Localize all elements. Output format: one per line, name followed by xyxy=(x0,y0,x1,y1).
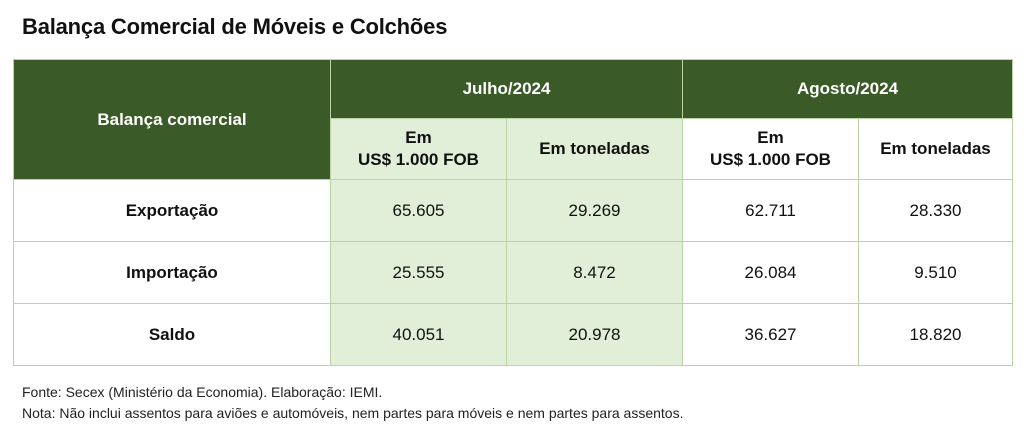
cell-value: 20.978 xyxy=(506,303,683,366)
table-header-row: Balança comercial Julho/2024 Agosto/2024 xyxy=(13,59,1013,180)
page-title: Balança Comercial de Móveis e Colchões xyxy=(22,14,448,39)
disclaimer-note: Nota: Não inclui assentos para aviões e … xyxy=(22,405,684,421)
cell-value: 26.084 xyxy=(682,241,859,304)
cell-value: 25.555 xyxy=(330,241,507,304)
subheader-july-usd: Em US$ 1.000 FOB xyxy=(330,118,507,180)
subheader-usd-line2: US$ 1.000 FOB xyxy=(358,150,479,169)
subheader-usd-line1: Em xyxy=(405,128,432,147)
row-label-exportacao: Exportação xyxy=(13,179,331,242)
cell-value: 62.711 xyxy=(682,179,859,242)
subheader-july-tons: Em toneladas xyxy=(506,118,683,180)
subheader-august-usd: Em US$ 1.000 FOB xyxy=(682,118,859,180)
table-subheader-row: Em US$ 1.000 FOB Em toneladas Em US$ 1.0… xyxy=(14,118,1013,180)
cell-value: 18.820 xyxy=(858,303,1013,366)
source-note: Fonte: Secex (Ministério da Economia). E… xyxy=(22,384,383,400)
table-row: Importação 25.555 8.472 26.084 9.510 xyxy=(13,241,1013,304)
cell-value: 28.330 xyxy=(858,179,1013,242)
subheader-usd-line1: Em xyxy=(757,128,784,147)
subheader-usd-line2: US$ 1.000 FOB xyxy=(710,150,831,169)
row-label-saldo: Saldo xyxy=(13,303,331,366)
cell-value: 65.605 xyxy=(330,179,507,242)
row-label-importacao: Importação xyxy=(13,241,331,304)
period-header-august: Agosto/2024 xyxy=(682,59,1013,119)
cell-value: 8.472 xyxy=(506,241,683,304)
trade-balance-table: Balança comercial Julho/2024 Agosto/2024… xyxy=(13,59,1013,366)
corner-header: Balança comercial xyxy=(13,59,331,180)
cell-value: 40.051 xyxy=(330,303,507,366)
period-header-july: Julho/2024 xyxy=(330,59,683,119)
subheader-august-tons: Em toneladas xyxy=(858,118,1013,180)
table-row: Exportação 65.605 29.269 62.711 28.330 xyxy=(13,179,1013,242)
table-row: Saldo 40.051 20.978 36.627 18.820 xyxy=(13,303,1013,366)
cell-value: 9.510 xyxy=(858,241,1013,304)
table-footnotes: Fonte: Secex (Ministério da Economia). E… xyxy=(22,382,683,424)
cell-value: 36.627 xyxy=(682,303,859,366)
cell-value: 29.269 xyxy=(506,179,683,242)
